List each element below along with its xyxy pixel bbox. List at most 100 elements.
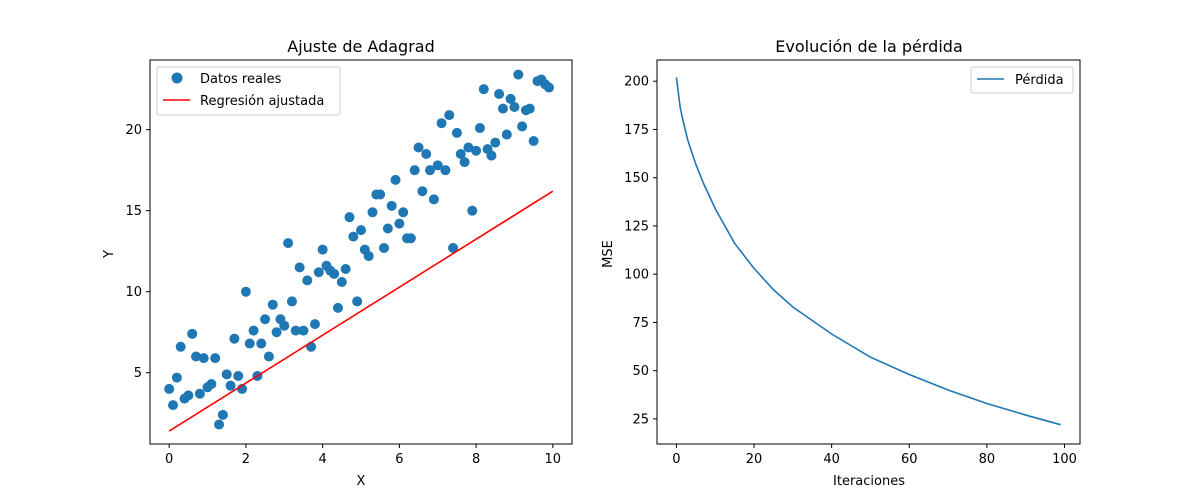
data-point — [309, 319, 320, 330]
data-point — [348, 231, 359, 242]
data-point — [363, 251, 374, 262]
data-point — [386, 200, 397, 211]
data-point — [478, 84, 489, 95]
data-point — [221, 369, 232, 380]
data-point — [340, 264, 351, 275]
data-point — [233, 370, 244, 381]
loss-curve-line — [675, 77, 1061, 426]
data-point — [425, 165, 436, 176]
right-x-tick-label: 80 — [979, 452, 996, 467]
data-point — [367, 207, 378, 218]
right-x-axis-label: Iteraciones — [833, 474, 905, 489]
right-legend: Pérdida — [970, 66, 1074, 94]
data-point — [436, 118, 447, 129]
data-point — [306, 341, 317, 352]
left-x-tick-label: 0 — [165, 452, 173, 467]
data-point — [329, 268, 340, 279]
data-point — [409, 165, 420, 176]
right-y-tick-label: 25 — [632, 412, 649, 427]
data-point — [248, 325, 259, 336]
data-point — [509, 101, 520, 112]
data-point — [463, 142, 474, 153]
data-point — [187, 328, 198, 339]
data-point — [183, 390, 194, 401]
data-point — [286, 296, 297, 307]
right-y-tick-label: 125 — [624, 219, 649, 234]
data-point — [294, 262, 305, 273]
data-point — [175, 341, 186, 352]
left-y-tick-label: 15 — [125, 204, 142, 219]
data-point — [501, 129, 512, 140]
data-point — [471, 145, 482, 156]
left-x-tick-label: 10 — [545, 452, 562, 467]
data-point — [494, 89, 505, 100]
data-point — [229, 333, 240, 344]
data-point — [379, 242, 390, 253]
data-point — [428, 194, 439, 205]
data-point — [528, 136, 539, 147]
data-point — [459, 157, 470, 168]
regression-line — [168, 190, 554, 432]
data-point — [283, 238, 294, 249]
data-point — [164, 383, 175, 394]
left-x-tick-label: 8 — [472, 452, 480, 467]
data-point — [298, 325, 309, 336]
data-point — [225, 380, 236, 391]
right-y-tick-label: 150 — [624, 171, 649, 186]
data-point — [336, 276, 347, 287]
data-point — [486, 150, 497, 161]
data-point — [206, 379, 217, 390]
right-y-tick-label: 50 — [632, 364, 649, 379]
data-point — [432, 160, 443, 171]
data-point — [344, 212, 355, 223]
data-point — [168, 400, 179, 411]
right-x-tick-label: 100 — [1052, 452, 1077, 467]
right-x-tick-label: 60 — [901, 452, 918, 467]
data-point — [217, 409, 228, 420]
right-y-tick-label: 75 — [632, 316, 649, 331]
data-point — [317, 244, 328, 255]
legend-label-datos-reales: Datos reales — [200, 72, 282, 87]
data-point — [356, 225, 366, 236]
data-point — [524, 103, 535, 114]
data-point — [505, 93, 516, 104]
left-y-tick-label: 10 — [125, 285, 142, 300]
data-point — [302, 275, 313, 286]
right-y-tick-label: 200 — [624, 75, 649, 90]
data-point — [394, 218, 405, 229]
data-point — [260, 314, 271, 325]
left-legend: Datos reales Regresión ajustada — [156, 66, 341, 116]
right-chart-panel: Evolución de la pérdida Iteraciones MSE … — [601, 37, 1081, 489]
data-point — [417, 186, 428, 197]
right-legend-box — [970, 66, 1074, 94]
data-point — [451, 127, 462, 138]
right-data-marks — [675, 77, 1061, 426]
left-y-tick-label: 20 — [125, 123, 142, 138]
data-point — [263, 351, 274, 362]
data-point — [244, 338, 255, 349]
data-point — [375, 189, 386, 200]
right-y-axis-label: MSE — [601, 240, 616, 268]
data-point — [405, 233, 416, 244]
legend-scatter-marker — [171, 72, 183, 84]
data-point — [256, 338, 267, 349]
left-y-axis-label: Y — [102, 250, 117, 259]
data-point — [313, 267, 324, 278]
left-x-tick-label: 6 — [395, 452, 403, 467]
left-chart-panel: Ajuste de Adagrad X Y 0 2 4 6 8 10 5 10 15 20 Dat… — [102, 37, 573, 489]
right-x-tick-label: 40 — [823, 452, 840, 467]
right-x-tick-label: 0 — [672, 452, 680, 467]
data-point — [194, 388, 205, 399]
data-point — [467, 205, 478, 216]
data-point — [398, 207, 409, 218]
left-data-marks — [164, 69, 554, 432]
right-axis-ticks: 0 20 40 60 80 100 25 50 75 100 125 150 175 200 — [624, 75, 1077, 467]
right-y-tick-label: 100 — [624, 268, 649, 283]
data-point — [490, 137, 501, 148]
legend-label-regresion: Regresión ajustada — [200, 94, 324, 109]
data-point — [455, 148, 466, 159]
data-point — [497, 103, 508, 114]
right-y-tick-label: 175 — [624, 123, 649, 138]
data-point — [210, 353, 221, 364]
right-chart-title: Evolución de la pérdida — [775, 37, 963, 56]
